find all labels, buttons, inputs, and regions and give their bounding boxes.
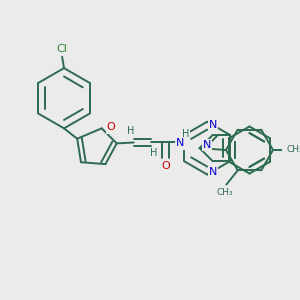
- Text: CH₃: CH₃: [216, 188, 233, 197]
- Text: H: H: [150, 148, 157, 158]
- Text: CH₃: CH₃: [286, 146, 300, 154]
- Text: Cl: Cl: [57, 44, 68, 54]
- Text: O: O: [161, 161, 170, 171]
- Text: H: H: [182, 129, 189, 139]
- Text: N: N: [208, 167, 217, 177]
- Text: H: H: [127, 126, 134, 136]
- Text: N: N: [176, 138, 184, 148]
- Text: O: O: [107, 122, 116, 132]
- Text: N: N: [203, 140, 211, 150]
- Text: N: N: [208, 120, 217, 130]
